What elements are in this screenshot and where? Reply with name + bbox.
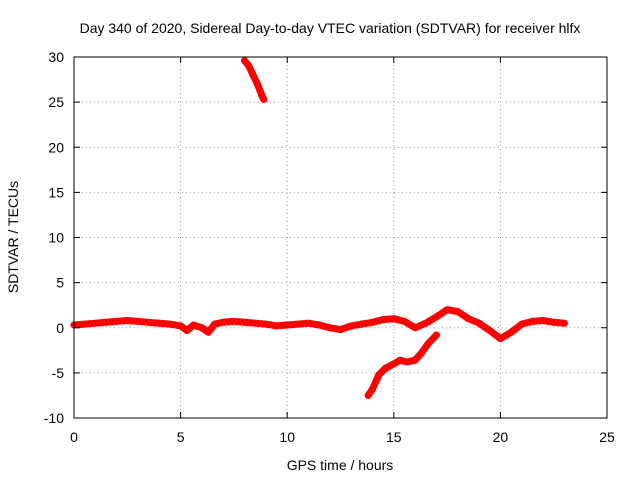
data-point	[347, 322, 355, 330]
data-point	[550, 318, 558, 326]
y-tick-label: 15	[48, 184, 64, 200]
data-point	[145, 318, 153, 326]
data-point	[123, 317, 131, 325]
data-point	[81, 320, 89, 328]
data-point	[253, 80, 261, 88]
y-tick-label: 30	[48, 49, 64, 65]
axes: 0 5 10 15 20 25 -10 -5 0 5 10 15 20 25 30	[44, 49, 615, 445]
plot-frame	[73, 56, 608, 419]
data-point	[496, 335, 504, 343]
data-point	[155, 319, 163, 327]
data-point	[305, 319, 313, 327]
x-tick-label: 15	[386, 429, 402, 445]
data-point	[358, 320, 366, 328]
data-point	[249, 71, 257, 79]
data-point	[166, 320, 174, 328]
data-point	[424, 340, 432, 348]
data-point	[368, 385, 376, 393]
data-point	[400, 317, 408, 325]
y-tick-label: 0	[56, 320, 64, 336]
data-point	[396, 356, 404, 364]
data-point	[528, 317, 536, 325]
data-point	[364, 391, 372, 399]
data-point	[315, 321, 323, 329]
data-point	[183, 326, 191, 334]
data-point	[273, 322, 281, 330]
data-point	[539, 317, 547, 325]
x-tick-label: 0	[70, 429, 78, 445]
y-tick-label: 20	[48, 139, 64, 155]
y-tick-label: 25	[48, 94, 64, 110]
data-point	[189, 321, 197, 329]
data-point	[177, 322, 185, 330]
data-point	[375, 371, 383, 379]
y-tick-label: -5	[52, 365, 65, 381]
x-tick-label: 5	[177, 429, 185, 445]
data-point	[432, 313, 440, 321]
data-point	[262, 320, 270, 328]
data-point	[219, 318, 227, 326]
data-point	[486, 326, 494, 334]
x-tick-label: 10	[279, 429, 295, 445]
data-point	[560, 319, 568, 327]
data-point	[418, 349, 426, 357]
data-point	[403, 358, 411, 366]
data-point	[454, 308, 462, 316]
x-tick-label: 20	[493, 429, 509, 445]
data-point	[91, 319, 99, 327]
data-point	[113, 317, 121, 325]
data-point	[443, 306, 451, 314]
data-point	[422, 319, 430, 327]
data-point	[134, 317, 142, 325]
data-point	[507, 328, 515, 336]
data-point	[294, 320, 302, 328]
data-point	[102, 318, 110, 326]
data-point	[241, 318, 249, 326]
data-point	[411, 356, 419, 364]
data-point	[337, 326, 344, 334]
data-point	[390, 315, 398, 323]
data-point	[326, 324, 334, 332]
grid	[74, 57, 607, 418]
data-point	[198, 324, 206, 332]
data-point	[390, 360, 398, 368]
data-point	[230, 317, 238, 325]
data-point	[260, 95, 268, 103]
data-point	[204, 328, 212, 336]
data-point	[245, 62, 253, 70]
x-axis-label: GPS time / hours	[287, 457, 394, 473]
chart-title: Day 340 of 2020, Sidereal Day-to-day VTE…	[80, 20, 581, 36]
plot-area	[70, 57, 568, 399]
data-point	[379, 316, 387, 324]
data-point	[283, 321, 291, 329]
data-point	[475, 319, 483, 327]
data-point	[381, 364, 389, 372]
y-tick-label: 5	[56, 275, 64, 291]
data-point	[241, 57, 249, 65]
data-point	[411, 324, 419, 332]
data-point	[432, 331, 440, 339]
data-point	[464, 315, 472, 323]
data-point	[518, 320, 526, 328]
data-point	[211, 320, 219, 328]
data-point	[251, 319, 259, 327]
x-tick-label: 25	[599, 429, 615, 445]
y-tick-label: 10	[48, 230, 64, 246]
data-point	[368, 318, 376, 326]
y-axis-label: SDTVAR / TECUs	[5, 181, 21, 293]
y-tick-label: -10	[44, 410, 64, 426]
